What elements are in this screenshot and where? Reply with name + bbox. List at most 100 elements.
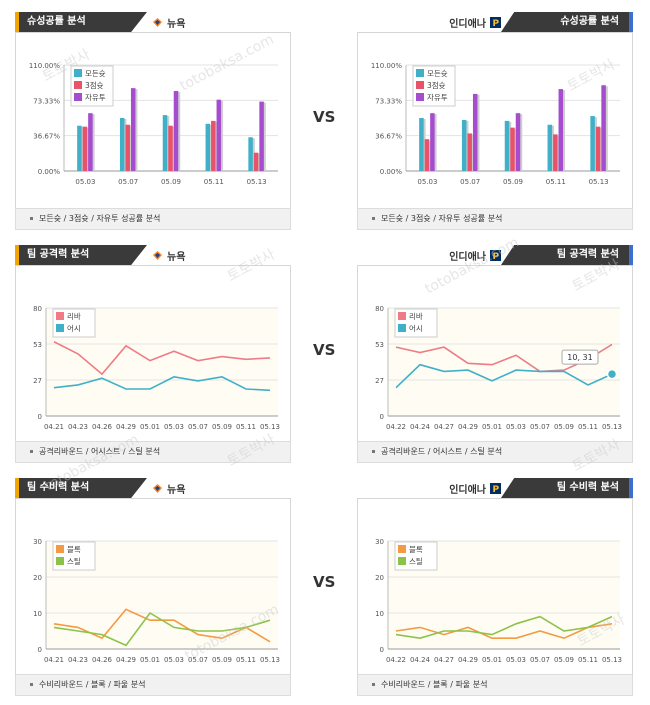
bar — [259, 101, 264, 171]
knicks-logo-icon — [153, 484, 162, 493]
bar — [168, 125, 173, 171]
bar — [162, 115, 168, 171]
series-line — [53, 611, 271, 647]
x-tick-label: 04.29 — [458, 656, 478, 664]
series-line — [395, 623, 613, 640]
x-tick-label: 05.07 — [118, 178, 138, 186]
x-tick-label: 05.13 — [260, 423, 280, 431]
x-tick-label: 05.01 — [482, 423, 502, 431]
legend-label: 3점슛 — [85, 80, 104, 90]
legend-label: 리바 — [67, 311, 81, 321]
y-tick-label: 36.67% — [375, 133, 402, 141]
legend-swatch — [416, 69, 424, 77]
bar — [504, 120, 510, 171]
bar — [601, 85, 606, 171]
y-tick-label: 0 — [38, 413, 42, 421]
bar — [430, 113, 435, 171]
y-tick-label: 73.33% — [33, 97, 60, 105]
y-tick-label: 10 — [375, 610, 384, 618]
legend-swatch — [56, 545, 64, 553]
x-tick-label: 04.23 — [68, 656, 88, 664]
bar — [248, 137, 253, 171]
y-tick-label: 0 — [380, 646, 384, 654]
section-title: 팀 공격력 분석 — [501, 245, 633, 265]
series-line — [53, 341, 271, 376]
y-tick-label: 0 — [380, 413, 384, 421]
team-name-right: 인디애나 P — [449, 250, 501, 263]
legend-label: 모든슛 — [427, 69, 448, 78]
legend-label: 리바 — [409, 311, 423, 321]
legend-label: 스틸 — [67, 557, 81, 566]
section-title: 슈성공률 분석 — [15, 12, 147, 32]
x-tick-label: 05.01 — [482, 656, 502, 664]
offense-chart-right[interactable]: 0 27 53 80 04.22 04.24 04.27 04.29 05.01 05.03 05.… — [358, 266, 632, 442]
x-tick-label: 04.24 — [410, 656, 431, 664]
legend-swatch — [74, 69, 82, 77]
bar — [472, 93, 478, 171]
hover-point — [606, 368, 618, 380]
legend-swatch — [56, 312, 64, 320]
x-tick-label: 05.13 — [260, 656, 280, 664]
x-tick-label: 04.21 — [44, 656, 64, 664]
x-tick-label: 05.09 — [161, 178, 181, 186]
x-tick-label: 05.09 — [212, 656, 232, 664]
x-tick-label: 04.29 — [116, 656, 136, 664]
y-tick-label: 30 — [33, 538, 42, 546]
y-tick-label: 20 — [375, 574, 384, 582]
x-tick-label: 05.09 — [212, 423, 232, 431]
bar — [77, 125, 82, 171]
x-tick-label: 05.11 — [546, 178, 566, 186]
bar — [424, 139, 430, 171]
x-tick-label: 05.13 — [602, 656, 622, 664]
legend-swatch — [56, 557, 64, 565]
x-tick-label: 05.09 — [554, 656, 574, 664]
bar — [547, 124, 553, 171]
series-line — [395, 343, 613, 373]
bar — [173, 91, 179, 171]
x-tick-label: 04.29 — [458, 423, 478, 431]
bar — [205, 123, 211, 171]
chart-footer: 모든슛 / 3점슛 / 자유투 성공률 분석 — [357, 208, 633, 230]
bar — [211, 120, 216, 171]
y-tick-label: 80 — [33, 305, 42, 313]
bar — [553, 134, 558, 171]
x-tick-label: 05.13 — [247, 178, 267, 186]
legend-swatch — [56, 324, 64, 332]
legend-label: 어시 — [409, 323, 423, 333]
x-tick-label: 04.22 — [386, 423, 406, 431]
x-tick-label: 05.03 — [506, 656, 526, 664]
y-tick-label: 53 — [33, 341, 42, 349]
chart-footer: 공격리바운드 / 어시스트 / 스틸 분석 — [357, 441, 633, 463]
legend-swatch — [74, 93, 82, 101]
pacers-logo-icon: P — [490, 483, 501, 494]
y-tick-label: 27 — [33, 377, 42, 385]
chart-footer: 수비리바운드 / 블록 / 파울 분석 — [357, 674, 633, 696]
x-tick-label: 04.26 — [92, 656, 113, 664]
legend-swatch — [416, 93, 424, 101]
legend-label: 블록 — [67, 545, 81, 554]
chart-footer: 공격리바운드 / 어시스트 / 스틸 분석 — [15, 441, 291, 463]
y-tick-label: 27 — [375, 377, 384, 385]
y-tick-label: 10 — [33, 610, 42, 618]
x-tick-label: 05.07 — [188, 656, 208, 664]
legend-swatch — [398, 557, 406, 565]
y-tick-label: 110.00% — [29, 62, 60, 70]
x-tick-label: 05.07 — [460, 178, 480, 186]
y-tick-label: 80 — [375, 305, 384, 313]
pacers-logo-icon: P — [490, 250, 501, 261]
bar — [119, 118, 125, 171]
series-line — [395, 615, 613, 640]
vs-label: VS — [313, 573, 336, 591]
legend-swatch — [398, 545, 406, 553]
x-tick-label: 05.09 — [554, 423, 574, 431]
x-tick-label: 04.23 — [68, 423, 88, 431]
legend-label: 어시 — [67, 323, 81, 333]
legend-swatch — [74, 81, 82, 89]
x-tick-label: 05.07 — [188, 423, 208, 431]
bar — [510, 127, 515, 171]
bar — [467, 133, 472, 171]
legend-label: 모든슛 — [85, 69, 106, 78]
legend-swatch — [398, 312, 406, 320]
x-tick-label: 05.09 — [503, 178, 523, 186]
legend-label: 자유투 — [85, 93, 106, 102]
